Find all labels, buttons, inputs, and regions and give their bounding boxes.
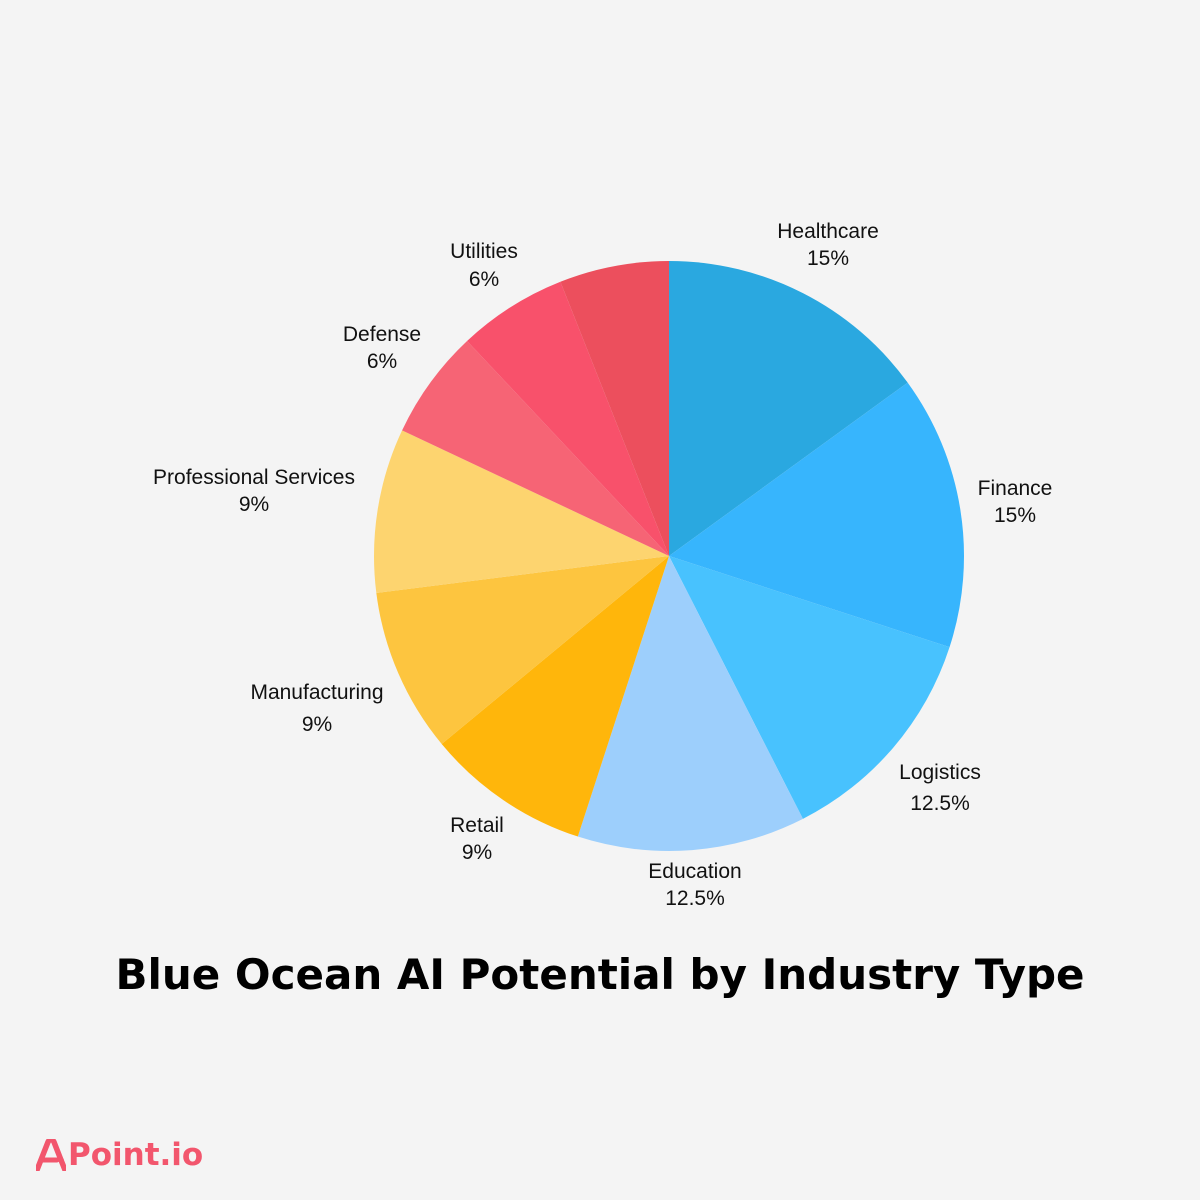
pie-slice-defense bbox=[402, 340, 669, 556]
pie-slice-education bbox=[577, 556, 803, 852]
slice-label-defense: Defense bbox=[343, 323, 421, 346]
slice-label-professional-services: Professional Services bbox=[153, 466, 355, 489]
slice-label-education: Education bbox=[648, 860, 741, 883]
pie-labels: Healthcare 15% Finance 15% Logistics 12.5% Edu… bbox=[153, 220, 1052, 910]
pie-slice-finance bbox=[669, 382, 964, 648]
slice-value-finance: 15% bbox=[994, 504, 1036, 527]
brand-name: Point.io bbox=[68, 1137, 204, 1173]
slice-value-defense: 6% bbox=[367, 350, 397, 373]
slice-value-professional-services: 9% bbox=[239, 493, 269, 516]
slice-label-manufacturing: Manufacturing bbox=[250, 681, 383, 704]
slice-value-logistics: 12.5% bbox=[910, 792, 970, 815]
pie-slice-unlabeled bbox=[560, 261, 669, 556]
pie-slice-professional-services bbox=[374, 430, 669, 593]
pie-slice-manufacturing bbox=[376, 556, 669, 745]
pie-slice-healthcare bbox=[669, 261, 908, 556]
chart-title: Blue Ocean AI Potential by Industry Type bbox=[115, 950, 1085, 999]
slice-label-retail: Retail bbox=[450, 814, 504, 837]
slice-value-utilities: 6% bbox=[469, 268, 499, 291]
slice-label-utilities: Utilities bbox=[450, 240, 518, 263]
slice-value-retail: 9% bbox=[462, 841, 492, 864]
slice-value-manufacturing: 9% bbox=[302, 713, 332, 736]
pie-slices bbox=[374, 261, 964, 852]
slice-value-education: 12.5% bbox=[665, 887, 725, 910]
slice-value-healthcare: 15% bbox=[807, 247, 849, 270]
slice-label-finance: Finance bbox=[978, 477, 1053, 500]
brand-logo: Point.io bbox=[36, 1133, 203, 1177]
pie-slice-utilities bbox=[467, 281, 669, 556]
pie-slice-logistics bbox=[669, 556, 950, 819]
pie-slice-retail bbox=[441, 556, 669, 837]
ai-logo-icon bbox=[36, 1139, 66, 1171]
slice-label-logistics: Logistics bbox=[899, 761, 981, 784]
slice-label-healthcare: Healthcare bbox=[777, 220, 879, 243]
